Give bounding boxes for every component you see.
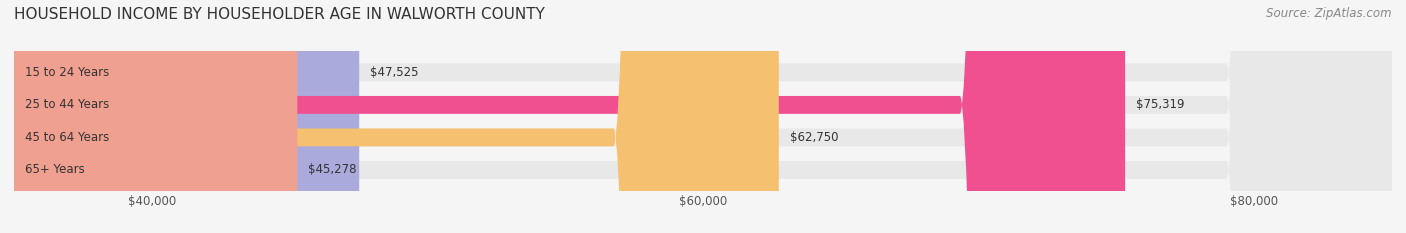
Text: $62,750: $62,750 <box>790 131 838 144</box>
Text: $75,319: $75,319 <box>1136 98 1185 111</box>
Text: 25 to 44 Years: 25 to 44 Years <box>25 98 110 111</box>
Text: 15 to 24 Years: 15 to 24 Years <box>25 66 110 79</box>
Text: $47,525: $47,525 <box>370 66 419 79</box>
FancyBboxPatch shape <box>14 0 1392 233</box>
Text: HOUSEHOLD INCOME BY HOUSEHOLDER AGE IN WALWORTH COUNTY: HOUSEHOLD INCOME BY HOUSEHOLDER AGE IN W… <box>14 7 546 22</box>
FancyBboxPatch shape <box>14 0 297 233</box>
FancyBboxPatch shape <box>14 0 779 233</box>
Text: 65+ Years: 65+ Years <box>25 163 84 176</box>
FancyBboxPatch shape <box>14 0 1392 233</box>
Text: Source: ZipAtlas.com: Source: ZipAtlas.com <box>1267 7 1392 20</box>
FancyBboxPatch shape <box>14 0 359 233</box>
FancyBboxPatch shape <box>14 0 1392 233</box>
FancyBboxPatch shape <box>14 0 1125 233</box>
Text: 45 to 64 Years: 45 to 64 Years <box>25 131 110 144</box>
Text: $45,278: $45,278 <box>308 163 357 176</box>
FancyBboxPatch shape <box>14 0 1392 233</box>
